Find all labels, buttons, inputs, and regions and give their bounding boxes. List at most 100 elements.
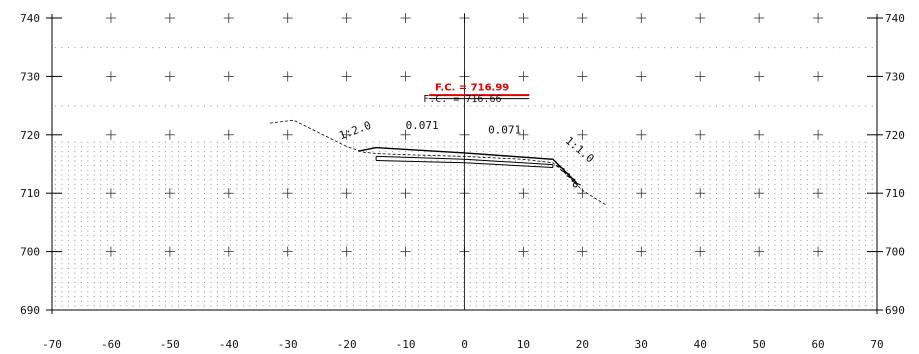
grid-dot (709, 105, 711, 107)
grid-dot (197, 105, 199, 107)
grid-dot (340, 155, 342, 157)
grid-dot (165, 169, 166, 171)
grid-dot (852, 244, 854, 246)
grid-dot (372, 207, 374, 209)
grid-dot (165, 179, 166, 181)
grid-dot (618, 193, 620, 195)
grid-dot (320, 268, 322, 269)
grid-dot (580, 221, 581, 223)
grid-dot (346, 305, 348, 307)
grid-dot (865, 277, 867, 279)
grid-dot (657, 253, 659, 255)
grid-dot (748, 258, 750, 260)
grid-dot (417, 155, 419, 157)
grid-dot (106, 300, 108, 302)
grid-dot (262, 174, 264, 176)
grid-dot (722, 188, 724, 190)
grid-dot (826, 105, 828, 107)
grid-dot (871, 225, 873, 227)
grid-dot (618, 277, 620, 279)
grid-dot (132, 239, 134, 241)
grid-dot (268, 174, 270, 176)
grid-dot (644, 151, 646, 153)
grid-dot (320, 169, 322, 171)
grid-dot (443, 105, 445, 107)
grid-dot (560, 305, 562, 307)
grid-dot (683, 249, 685, 251)
grid-dot (593, 244, 594, 246)
grid-dot (644, 272, 646, 274)
grid-dot (683, 291, 685, 293)
grid-dot (489, 169, 491, 171)
grid-dot (780, 277, 782, 279)
grid-dot (333, 183, 335, 185)
grid-dot (366, 230, 367, 232)
grid-dot (294, 300, 296, 302)
grid-dot (787, 286, 789, 288)
grid-dot (586, 263, 588, 265)
grid-dot (385, 300, 387, 302)
grid-dot (139, 216, 141, 218)
grid-dot (476, 216, 478, 218)
grid-dot (275, 47, 277, 49)
grid-dot (392, 305, 393, 307)
grid-dot (722, 282, 724, 283)
grid-dot (405, 169, 406, 171)
grid-dot (534, 291, 536, 293)
grid-dot (573, 286, 575, 288)
grid-dot (528, 197, 529, 199)
grid-dot (242, 193, 244, 195)
grid-dot (93, 258, 95, 260)
grid-dot (424, 239, 426, 241)
grid-dot (165, 272, 166, 274)
grid-dot (476, 207, 478, 209)
grid-dot (249, 286, 251, 288)
grid-dot (152, 300, 154, 302)
grid-dot (223, 169, 225, 171)
grid-dot (819, 193, 821, 195)
grid-dot (515, 211, 517, 213)
grid-dot (307, 263, 309, 265)
grid-dot (567, 249, 568, 251)
grid-dot (567, 235, 568, 237)
grid-dot (800, 291, 802, 293)
grid-dot (508, 258, 510, 260)
grid-dot (696, 207, 698, 209)
grid-dot (761, 207, 763, 209)
grid-dot (67, 235, 69, 237)
grid-dot (839, 258, 841, 260)
grid-dot (320, 165, 322, 167)
grid-dot (275, 268, 277, 269)
grid-dot (793, 235, 795, 237)
grid-dot (346, 197, 348, 199)
grid-dot (217, 286, 218, 288)
grid-dot (735, 221, 737, 223)
grid-dot (774, 291, 776, 293)
grid-dot (664, 249, 666, 251)
grid-dot (411, 305, 413, 307)
grid-dot (223, 291, 225, 293)
grid-dot (281, 188, 283, 190)
grid-dot (353, 179, 354, 181)
grid-dot (106, 207, 108, 209)
grid-dot (813, 221, 815, 223)
grid-dot (742, 277, 743, 279)
grid-dot (372, 211, 374, 213)
grid-dot (605, 235, 607, 237)
grid-dot (638, 291, 640, 293)
grid-dot (301, 286, 303, 288)
grid-dot (489, 188, 491, 190)
grid-dot (430, 230, 432, 232)
grid-dot (748, 146, 750, 148)
grid-dot (87, 169, 89, 171)
grid-dot (845, 230, 847, 232)
grid-dot (586, 165, 588, 167)
grid-dot (534, 151, 536, 153)
grid-dot (80, 160, 82, 162)
grid-dot (806, 105, 808, 107)
grid-dot (145, 146, 147, 148)
grid-dot (612, 197, 614, 199)
grid-dot (508, 188, 510, 190)
grid-dot (262, 296, 264, 297)
grid-dot (106, 155, 108, 157)
